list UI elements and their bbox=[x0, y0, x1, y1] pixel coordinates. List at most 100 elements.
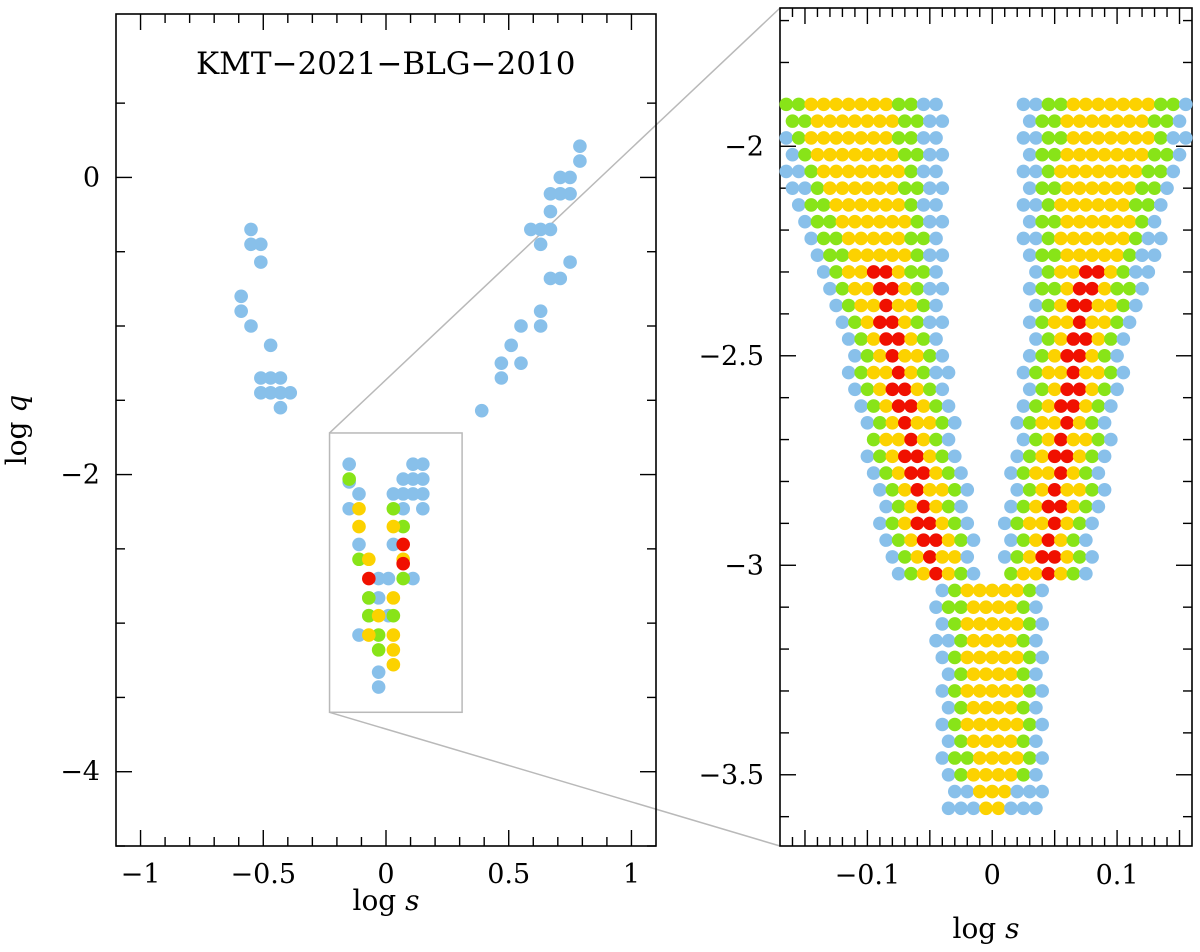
data-point-blue bbox=[416, 501, 430, 516]
zoom-point-green bbox=[954, 566, 968, 581]
zoom-point-yellow bbox=[979, 734, 993, 749]
zoom-point-yellow bbox=[1010, 650, 1025, 665]
data-point-green bbox=[386, 501, 401, 516]
zoom-point-blue bbox=[1122, 315, 1137, 330]
zoom-point-yellow bbox=[1072, 416, 1087, 430]
zoom-point-green bbox=[798, 114, 812, 128]
zoom-point-yellow bbox=[1022, 550, 1037, 564]
zoom-point-green bbox=[916, 231, 931, 246]
zoom-point-blue bbox=[935, 751, 950, 765]
zoom-point-yellow bbox=[873, 181, 887, 195]
zoom-point-yellow bbox=[1072, 483, 1087, 497]
zoom-point-green bbox=[1091, 399, 1106, 413]
data-point-yellow bbox=[386, 643, 401, 657]
data-point-blue bbox=[244, 222, 258, 237]
zoom-point-blue bbox=[1016, 432, 1031, 447]
zoom-point-green bbox=[910, 114, 925, 128]
data-point-blue bbox=[254, 237, 268, 252]
zoom-point-yellow bbox=[916, 399, 931, 413]
zoom-point-green bbox=[941, 600, 956, 614]
data-point-blue bbox=[494, 371, 509, 385]
zoom-point-yellow bbox=[972, 583, 987, 598]
zoom-point-green bbox=[1047, 114, 1062, 128]
zoom-point-blue bbox=[860, 416, 875, 430]
data-point-blue bbox=[244, 319, 258, 333]
zoom-point-red bbox=[1066, 399, 1081, 413]
zoom-point-blue bbox=[916, 198, 931, 212]
zoom-point-yellow bbox=[1116, 198, 1131, 212]
zoom-point-yellow bbox=[1097, 315, 1112, 330]
zoom-point-red bbox=[1047, 516, 1062, 531]
zoom-point-green bbox=[1035, 181, 1049, 195]
zoom-point-green bbox=[1129, 198, 1143, 212]
zoom-point-yellow bbox=[873, 248, 887, 263]
zoom-point-yellow bbox=[985, 751, 1000, 765]
zoom-point-yellow bbox=[966, 700, 981, 715]
zoom-point-yellow bbox=[1091, 198, 1106, 212]
zoom-point-yellow bbox=[860, 181, 875, 195]
zoom-point-yellow bbox=[841, 131, 856, 145]
zoom-point-yellow bbox=[1104, 265, 1118, 279]
zoom-point-yellow bbox=[885, 449, 900, 464]
zoom-point-blue bbox=[966, 801, 981, 816]
zoom-point-yellow bbox=[1079, 131, 1093, 145]
zoom-point-blue bbox=[1097, 483, 1112, 497]
zoom-point-yellow bbox=[1085, 147, 1099, 162]
data-point-blue bbox=[263, 338, 278, 353]
zoom-point-green bbox=[1035, 382, 1049, 397]
zoom-point-blue bbox=[960, 784, 975, 799]
zoom-point-yellow bbox=[1110, 114, 1124, 128]
zoom-point-green bbox=[879, 466, 893, 480]
zoom-point-green bbox=[954, 667, 968, 682]
zoom-point-red bbox=[879, 332, 893, 346]
zoom-point-blue bbox=[941, 801, 956, 816]
zoom-point-blue bbox=[866, 466, 881, 480]
zoom-point-green bbox=[848, 315, 862, 330]
zoom-point-blue bbox=[960, 516, 975, 531]
zoom-point-yellow bbox=[1054, 265, 1068, 279]
zoom-point-green bbox=[1072, 516, 1087, 531]
data-point-green bbox=[342, 472, 356, 486]
zoom-point-green bbox=[941, 466, 956, 480]
event-label: KMT−2021−BLG−2010 bbox=[196, 46, 575, 82]
left-points bbox=[234, 139, 587, 694]
data-point-blue bbox=[396, 472, 410, 486]
zoom-point-yellow bbox=[1029, 499, 1043, 514]
zoom-point-green bbox=[904, 131, 918, 145]
zoom-point-yellow bbox=[891, 298, 906, 313]
data-point-blue bbox=[234, 289, 248, 304]
data-point-blue bbox=[371, 680, 386, 694]
zoom-point-yellow bbox=[841, 198, 856, 212]
zoom-point-yellow bbox=[1060, 550, 1074, 564]
data-point-blue bbox=[244, 237, 258, 252]
zoom-point-blue bbox=[1172, 114, 1187, 128]
zoom-point-blue bbox=[1141, 265, 1156, 279]
zoom-point-green bbox=[904, 97, 918, 112]
zoom-point-blue bbox=[1022, 281, 1037, 296]
zoom-point-yellow bbox=[1116, 131, 1131, 145]
zoom-point-green bbox=[1041, 97, 1056, 112]
zoom-point-blue bbox=[935, 114, 950, 128]
zoom-point-red bbox=[1066, 298, 1081, 313]
data-point-yellow bbox=[386, 657, 401, 672]
zoom-point-yellow bbox=[885, 248, 900, 263]
zoom-point-yellow bbox=[854, 298, 868, 313]
zoom-point-blue bbox=[941, 633, 956, 648]
zoom-point-green bbox=[1022, 416, 1037, 430]
zoom-point-yellow bbox=[879, 399, 893, 413]
zoom-point-yellow bbox=[866, 97, 881, 112]
zoom-point-yellow bbox=[1091, 298, 1106, 313]
zoom-point-blue bbox=[929, 332, 943, 346]
zoom-point-blue bbox=[1141, 231, 1156, 246]
data-point-yellow bbox=[386, 591, 401, 605]
zoom-point-yellow bbox=[1110, 214, 1124, 229]
zoom-point-blue bbox=[1035, 650, 1049, 665]
zoom-point-green bbox=[1054, 97, 1068, 112]
data-point-green bbox=[362, 591, 376, 605]
data-point-blue bbox=[386, 537, 401, 552]
zoom-point-blue bbox=[798, 181, 812, 195]
zoom-point-yellow bbox=[1004, 700, 1018, 715]
zoom-point-yellow bbox=[935, 516, 950, 531]
zoom-point-yellow bbox=[1047, 348, 1062, 363]
zoom-point-green bbox=[804, 198, 819, 212]
